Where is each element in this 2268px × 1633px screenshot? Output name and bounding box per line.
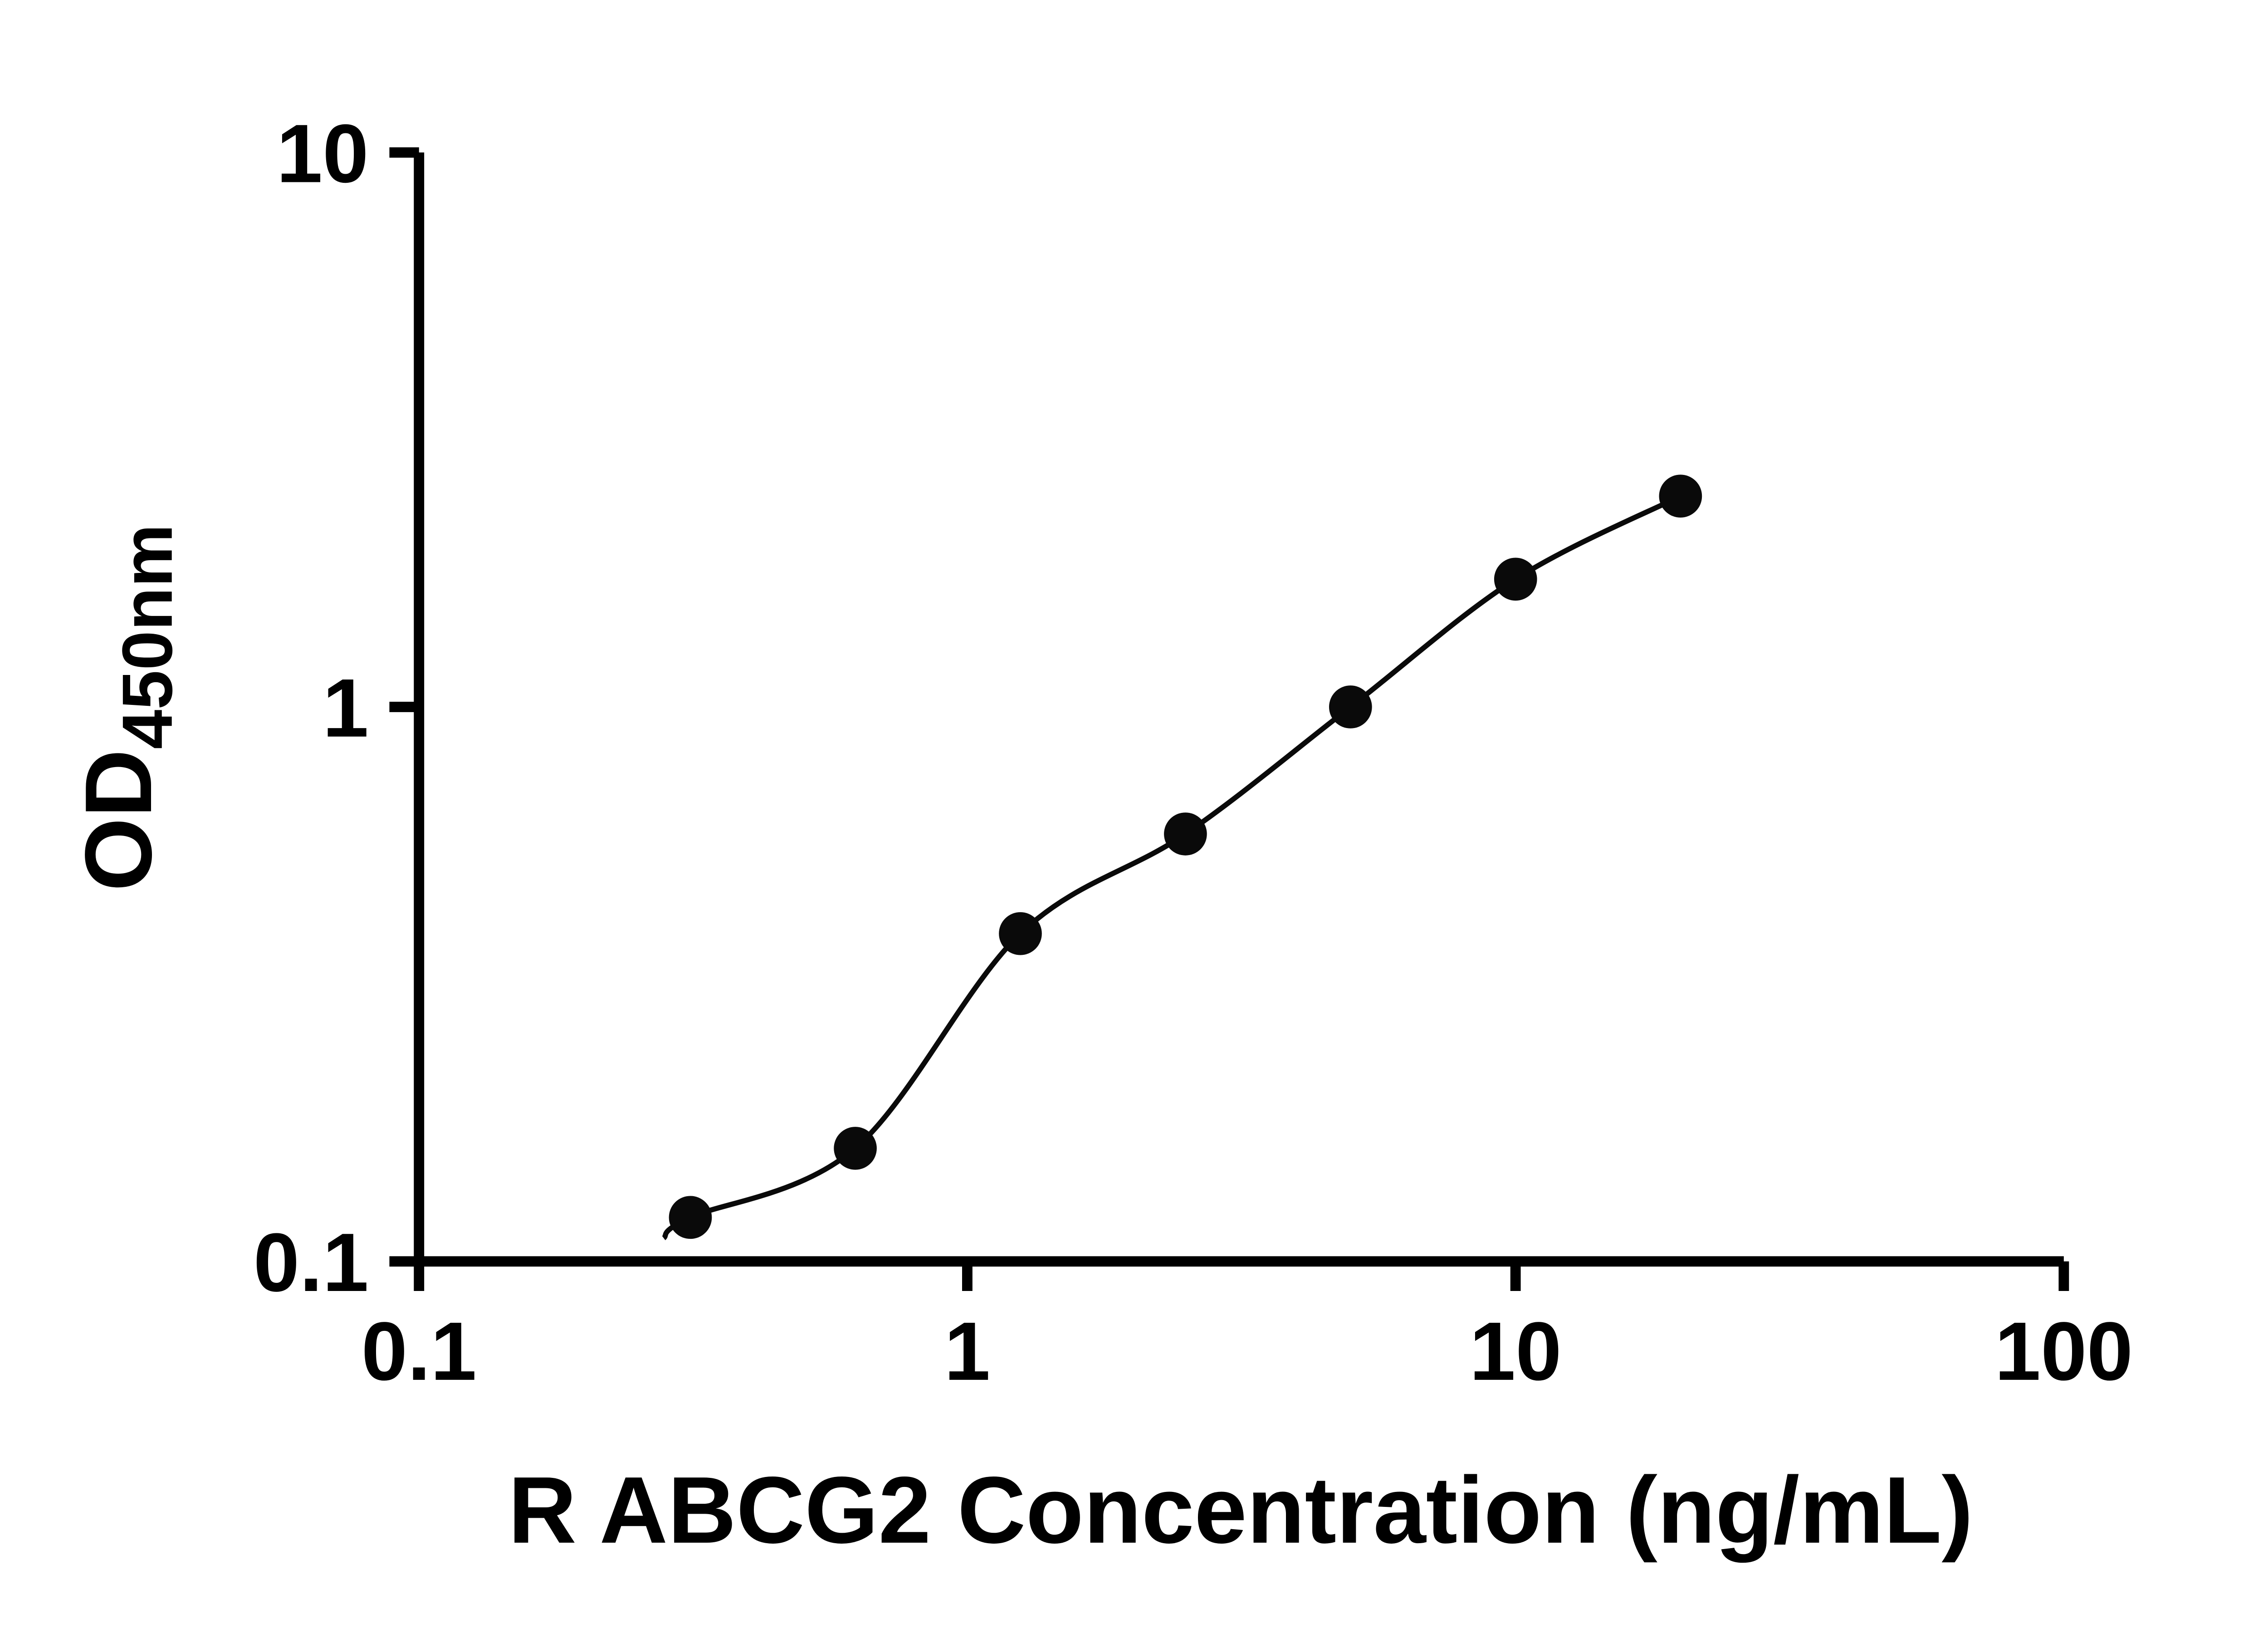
plot-area: 0.1 1 10 100 0.1 1 10 (254, 107, 2133, 1397)
y-tick-label: 10 (276, 107, 368, 200)
fit-curve (662, 494, 1682, 1241)
x-tick-label: 0.1 (362, 1305, 477, 1398)
data-point (1494, 557, 1537, 601)
axis-spines (414, 152, 2064, 1267)
x-tick-label: 1 (944, 1305, 991, 1398)
data-point (669, 1196, 712, 1239)
y-axis-title: OD450nm (66, 524, 187, 891)
data-point (999, 912, 1042, 955)
y-tick-label: 0.1 (254, 1216, 369, 1309)
x-tick-label: 10 (1469, 1305, 1561, 1398)
x-tick-label: 100 (1994, 1305, 2133, 1398)
y-axis-title-main: OD (66, 749, 171, 891)
y-tick-label: 1 (323, 662, 369, 754)
y-axis-title-sub: 450nm (108, 524, 187, 749)
x-axis-title: R ABCG2 Concentration (ng/mL) (508, 1457, 1973, 1563)
data-point (1164, 812, 1207, 856)
data-point (834, 1127, 877, 1170)
data-point (1329, 685, 1372, 728)
data-point (1659, 474, 1702, 518)
